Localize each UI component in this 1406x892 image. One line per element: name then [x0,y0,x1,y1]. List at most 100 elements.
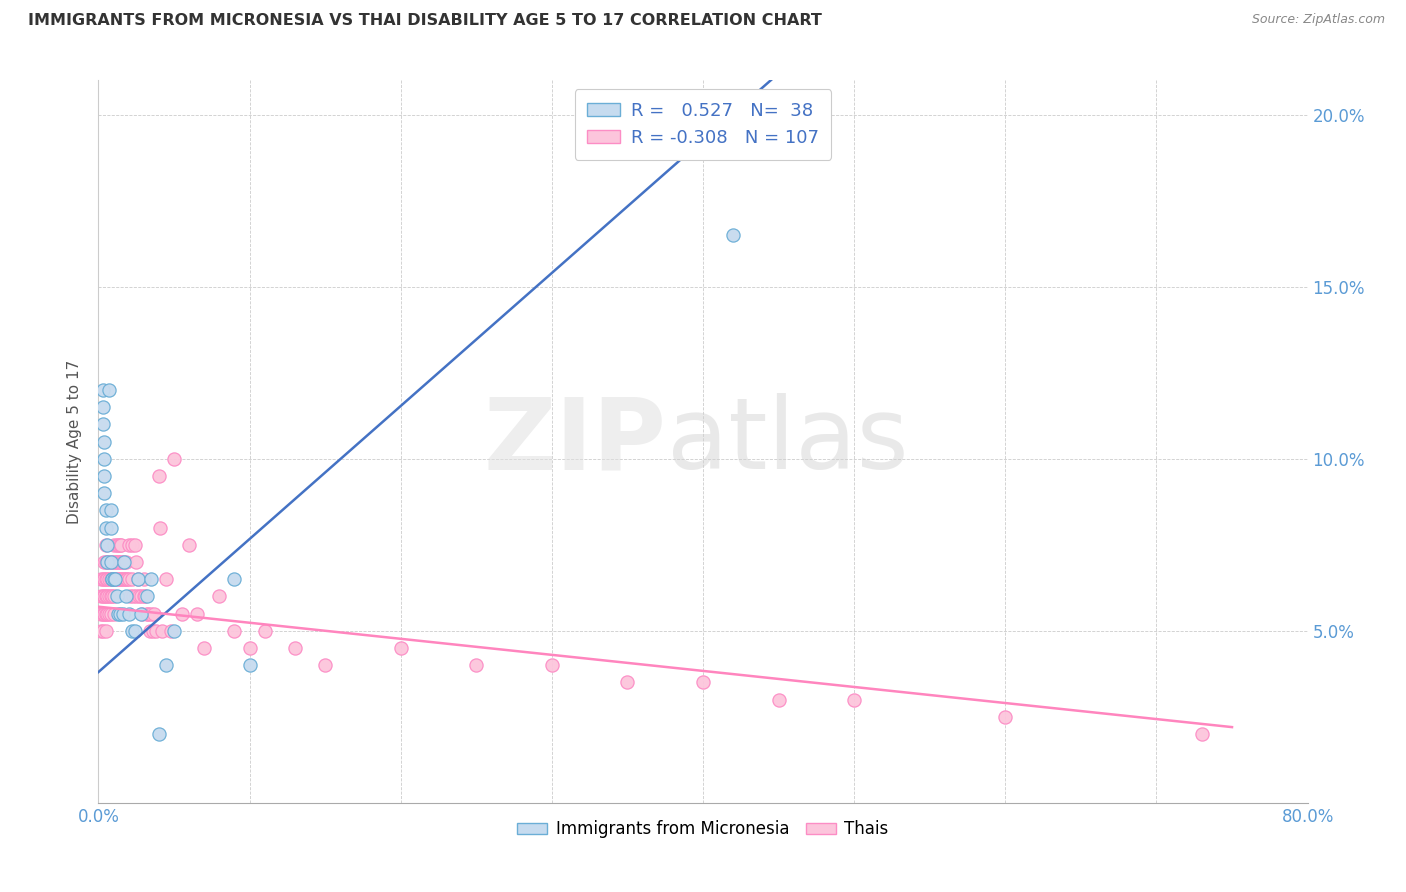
Point [103,538,125,552]
Point [98,383,121,397]
Point [160,624,183,638]
Point [103,590,125,604]
Point [139,624,162,638]
Point [616,675,638,690]
Point [253,624,276,638]
Point [91,624,114,638]
Point [224,624,246,638]
Point [90,590,112,604]
Point [93,590,115,604]
Point [100,590,122,604]
Text: IMMIGRANTS FROM MICRONESIA VS THAI DISABILITY AGE 5 TO 17 CORRELATION CHART: IMMIGRANTS FROM MICRONESIA VS THAI DISAB… [28,13,823,29]
Point [155,658,177,673]
Point [105,538,128,552]
Point [134,590,156,604]
Point [93,451,115,466]
Point [163,624,186,638]
Point [100,503,122,517]
Point [96,572,118,586]
Point [90,572,112,586]
Y-axis label: Disability Age 5 to 17: Disability Age 5 to 17 [67,359,83,524]
Point [135,590,157,604]
Point [118,538,141,552]
Point [125,555,148,569]
Point [100,572,122,586]
Text: atlas: atlas [666,393,908,490]
Point [107,555,129,569]
Point [108,572,131,586]
Point [101,555,124,569]
Point [143,607,166,621]
Point [104,555,127,569]
Point [121,538,143,552]
Text: Source: ZipAtlas.com: Source: ZipAtlas.com [1251,13,1385,27]
Point [94,607,117,621]
Point [94,624,117,638]
Point [179,538,201,552]
Point [96,538,118,552]
Point [90,607,112,621]
Point [90,624,112,638]
Point [208,590,231,604]
Point [110,572,132,586]
Point [768,692,790,706]
Point [131,607,153,621]
Point [121,572,143,586]
Point [101,572,124,586]
Point [132,590,155,604]
Point [103,607,125,621]
Point [145,624,167,638]
Point [91,607,114,621]
Point [94,572,117,586]
Point [129,590,152,604]
Point [107,538,129,552]
Point [141,572,163,586]
Point [114,572,136,586]
Point [127,572,149,586]
Point [93,469,115,483]
Point [98,590,121,604]
Point [100,555,122,569]
Point [141,607,163,621]
Point [112,555,135,569]
Point [93,555,115,569]
Point [389,640,412,655]
Point [239,640,262,655]
Point [136,607,159,621]
Point [101,590,124,604]
Point [107,572,129,586]
Point [118,572,141,586]
Point [93,607,115,621]
Point [93,572,115,586]
Point [122,590,145,604]
Point [94,520,117,534]
Point [94,590,117,604]
Point [150,624,173,638]
Point [723,228,745,243]
Point [1191,727,1213,741]
Point [170,607,193,621]
Point [105,590,128,604]
Point [91,400,114,414]
Point [103,572,125,586]
Point [692,675,714,690]
Point [101,572,124,586]
Point [96,555,118,569]
Point [239,658,262,673]
Point [112,555,135,569]
Point [108,538,131,552]
Point [114,590,136,604]
Text: ZIP: ZIP [484,393,666,490]
Point [91,572,114,586]
Point [107,607,129,621]
Point [96,590,118,604]
Point [118,607,141,621]
Point [186,607,208,621]
Point [91,417,114,432]
Point [108,555,131,569]
Point [105,572,128,586]
Legend: Immigrants from Micronesia, Thais: Immigrants from Micronesia, Thais [510,814,896,845]
Point [132,572,155,586]
Point [994,710,1017,724]
Point [125,590,148,604]
